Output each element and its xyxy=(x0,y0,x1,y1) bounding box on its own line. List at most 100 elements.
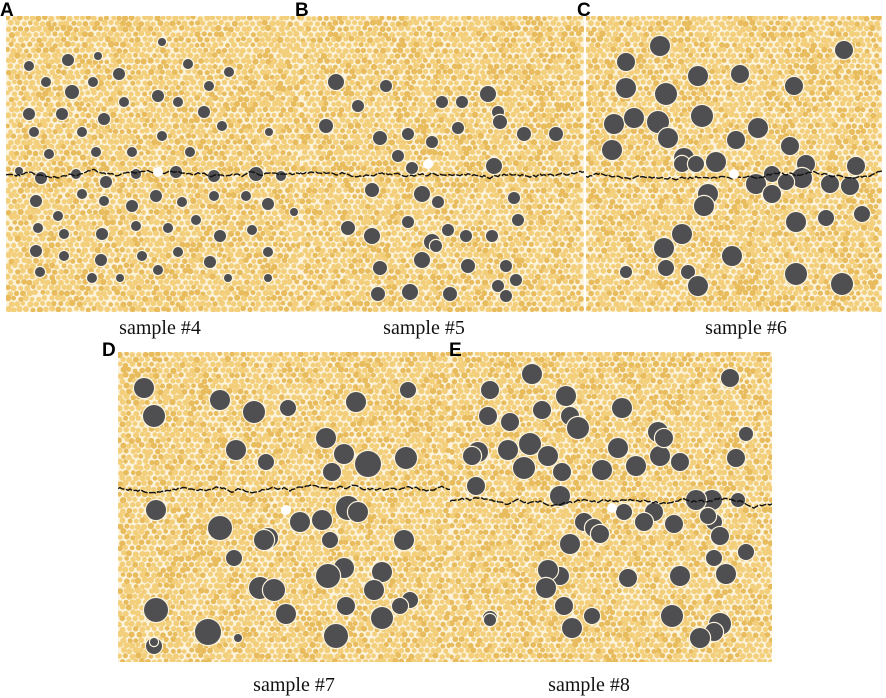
aggregate xyxy=(35,267,45,277)
aggregate xyxy=(661,605,683,627)
aggregate xyxy=(400,382,416,398)
aggregate xyxy=(373,131,387,145)
aggregate xyxy=(635,513,653,531)
aggregate xyxy=(706,550,722,566)
aggregate xyxy=(778,174,794,190)
panel-c-plot xyxy=(586,16,882,312)
aggregate xyxy=(608,438,628,458)
aggregate xyxy=(87,273,97,283)
aggregate xyxy=(224,67,234,77)
aggregate xyxy=(394,530,414,550)
panel-b xyxy=(300,16,584,312)
aggregate xyxy=(721,369,739,387)
aggregate xyxy=(392,150,404,162)
aggregate xyxy=(365,183,379,197)
aggregate xyxy=(461,259,475,273)
aggregate xyxy=(263,579,285,601)
aggregate xyxy=(727,449,745,467)
aggregate xyxy=(460,230,472,242)
aggregate xyxy=(616,78,636,98)
aggregate xyxy=(224,274,232,282)
aggregate xyxy=(481,381,499,399)
aggregate xyxy=(560,534,580,554)
aggregate xyxy=(209,191,219,201)
aggregate xyxy=(77,189,87,199)
aggregate xyxy=(553,463,571,481)
aggregate xyxy=(854,206,870,222)
aggregate xyxy=(372,562,392,582)
aggregate xyxy=(655,83,677,105)
aggregate xyxy=(249,167,263,181)
aggregate xyxy=(348,502,368,522)
aggregate xyxy=(674,156,690,172)
aggregate xyxy=(492,280,504,292)
aggregate xyxy=(463,447,481,465)
aggregate xyxy=(152,90,164,102)
aggregate xyxy=(91,147,101,157)
panel-c-caption: sample #6 xyxy=(705,317,787,339)
aggregate xyxy=(655,429,673,447)
aggregate xyxy=(204,81,214,91)
aggregate xyxy=(562,618,582,638)
aggregate xyxy=(436,96,448,108)
aggregate xyxy=(208,516,232,540)
aggregate xyxy=(508,192,520,204)
aggregate xyxy=(484,614,496,626)
aggregate xyxy=(567,417,589,439)
aggregate xyxy=(763,185,781,203)
aggregate xyxy=(694,196,714,216)
panel-a-label: A xyxy=(0,0,14,21)
initial-defect xyxy=(607,503,617,513)
aggregate-inclusions xyxy=(317,72,565,304)
aggregate xyxy=(688,276,708,296)
aggregate xyxy=(716,564,736,584)
aggregate xyxy=(355,451,381,477)
aggregate xyxy=(30,245,42,257)
aggregate xyxy=(262,198,274,210)
panel-c xyxy=(586,16,882,312)
aggregate xyxy=(53,211,63,221)
aggregate xyxy=(94,52,102,60)
aggregate xyxy=(831,273,853,295)
aggregate xyxy=(706,152,726,172)
aggregate xyxy=(157,131,167,141)
aggregate xyxy=(198,106,210,118)
aggregate xyxy=(29,127,39,137)
aggregate xyxy=(290,512,310,532)
aggregate xyxy=(402,128,414,140)
aggregate xyxy=(56,108,68,120)
panel-a-caption: sample #4 xyxy=(119,317,201,339)
aggregate xyxy=(59,229,69,239)
aggregate xyxy=(536,578,556,598)
aggregate xyxy=(276,604,296,624)
aggregate xyxy=(177,197,187,207)
aggregate xyxy=(131,221,141,231)
aggregate xyxy=(617,53,635,71)
aggregate xyxy=(522,364,542,384)
aggregate xyxy=(254,530,274,550)
aggregate xyxy=(146,500,166,520)
aggregate xyxy=(432,196,444,208)
aggregate xyxy=(402,284,418,300)
aggregate xyxy=(59,251,69,261)
panel-b-caption: sample #5 xyxy=(383,317,465,339)
aggregate xyxy=(137,251,147,261)
aggregate xyxy=(647,111,669,133)
aggregate-inclusions xyxy=(461,362,756,650)
aggregate xyxy=(258,454,274,470)
aggregate xyxy=(126,200,138,212)
aggregate xyxy=(406,162,418,174)
aggregate xyxy=(501,413,519,431)
aggregate xyxy=(62,54,74,66)
aggregate xyxy=(549,127,563,141)
aggregate xyxy=(98,113,110,125)
aggregate xyxy=(44,149,54,159)
aggregate xyxy=(686,490,706,510)
aggregate xyxy=(493,115,507,129)
panel-c-label: C xyxy=(577,0,591,21)
aggregate xyxy=(650,446,670,466)
aggregate xyxy=(584,608,600,624)
aggregate xyxy=(700,508,716,524)
aggregate xyxy=(337,597,355,615)
matrix-particles xyxy=(450,352,772,662)
